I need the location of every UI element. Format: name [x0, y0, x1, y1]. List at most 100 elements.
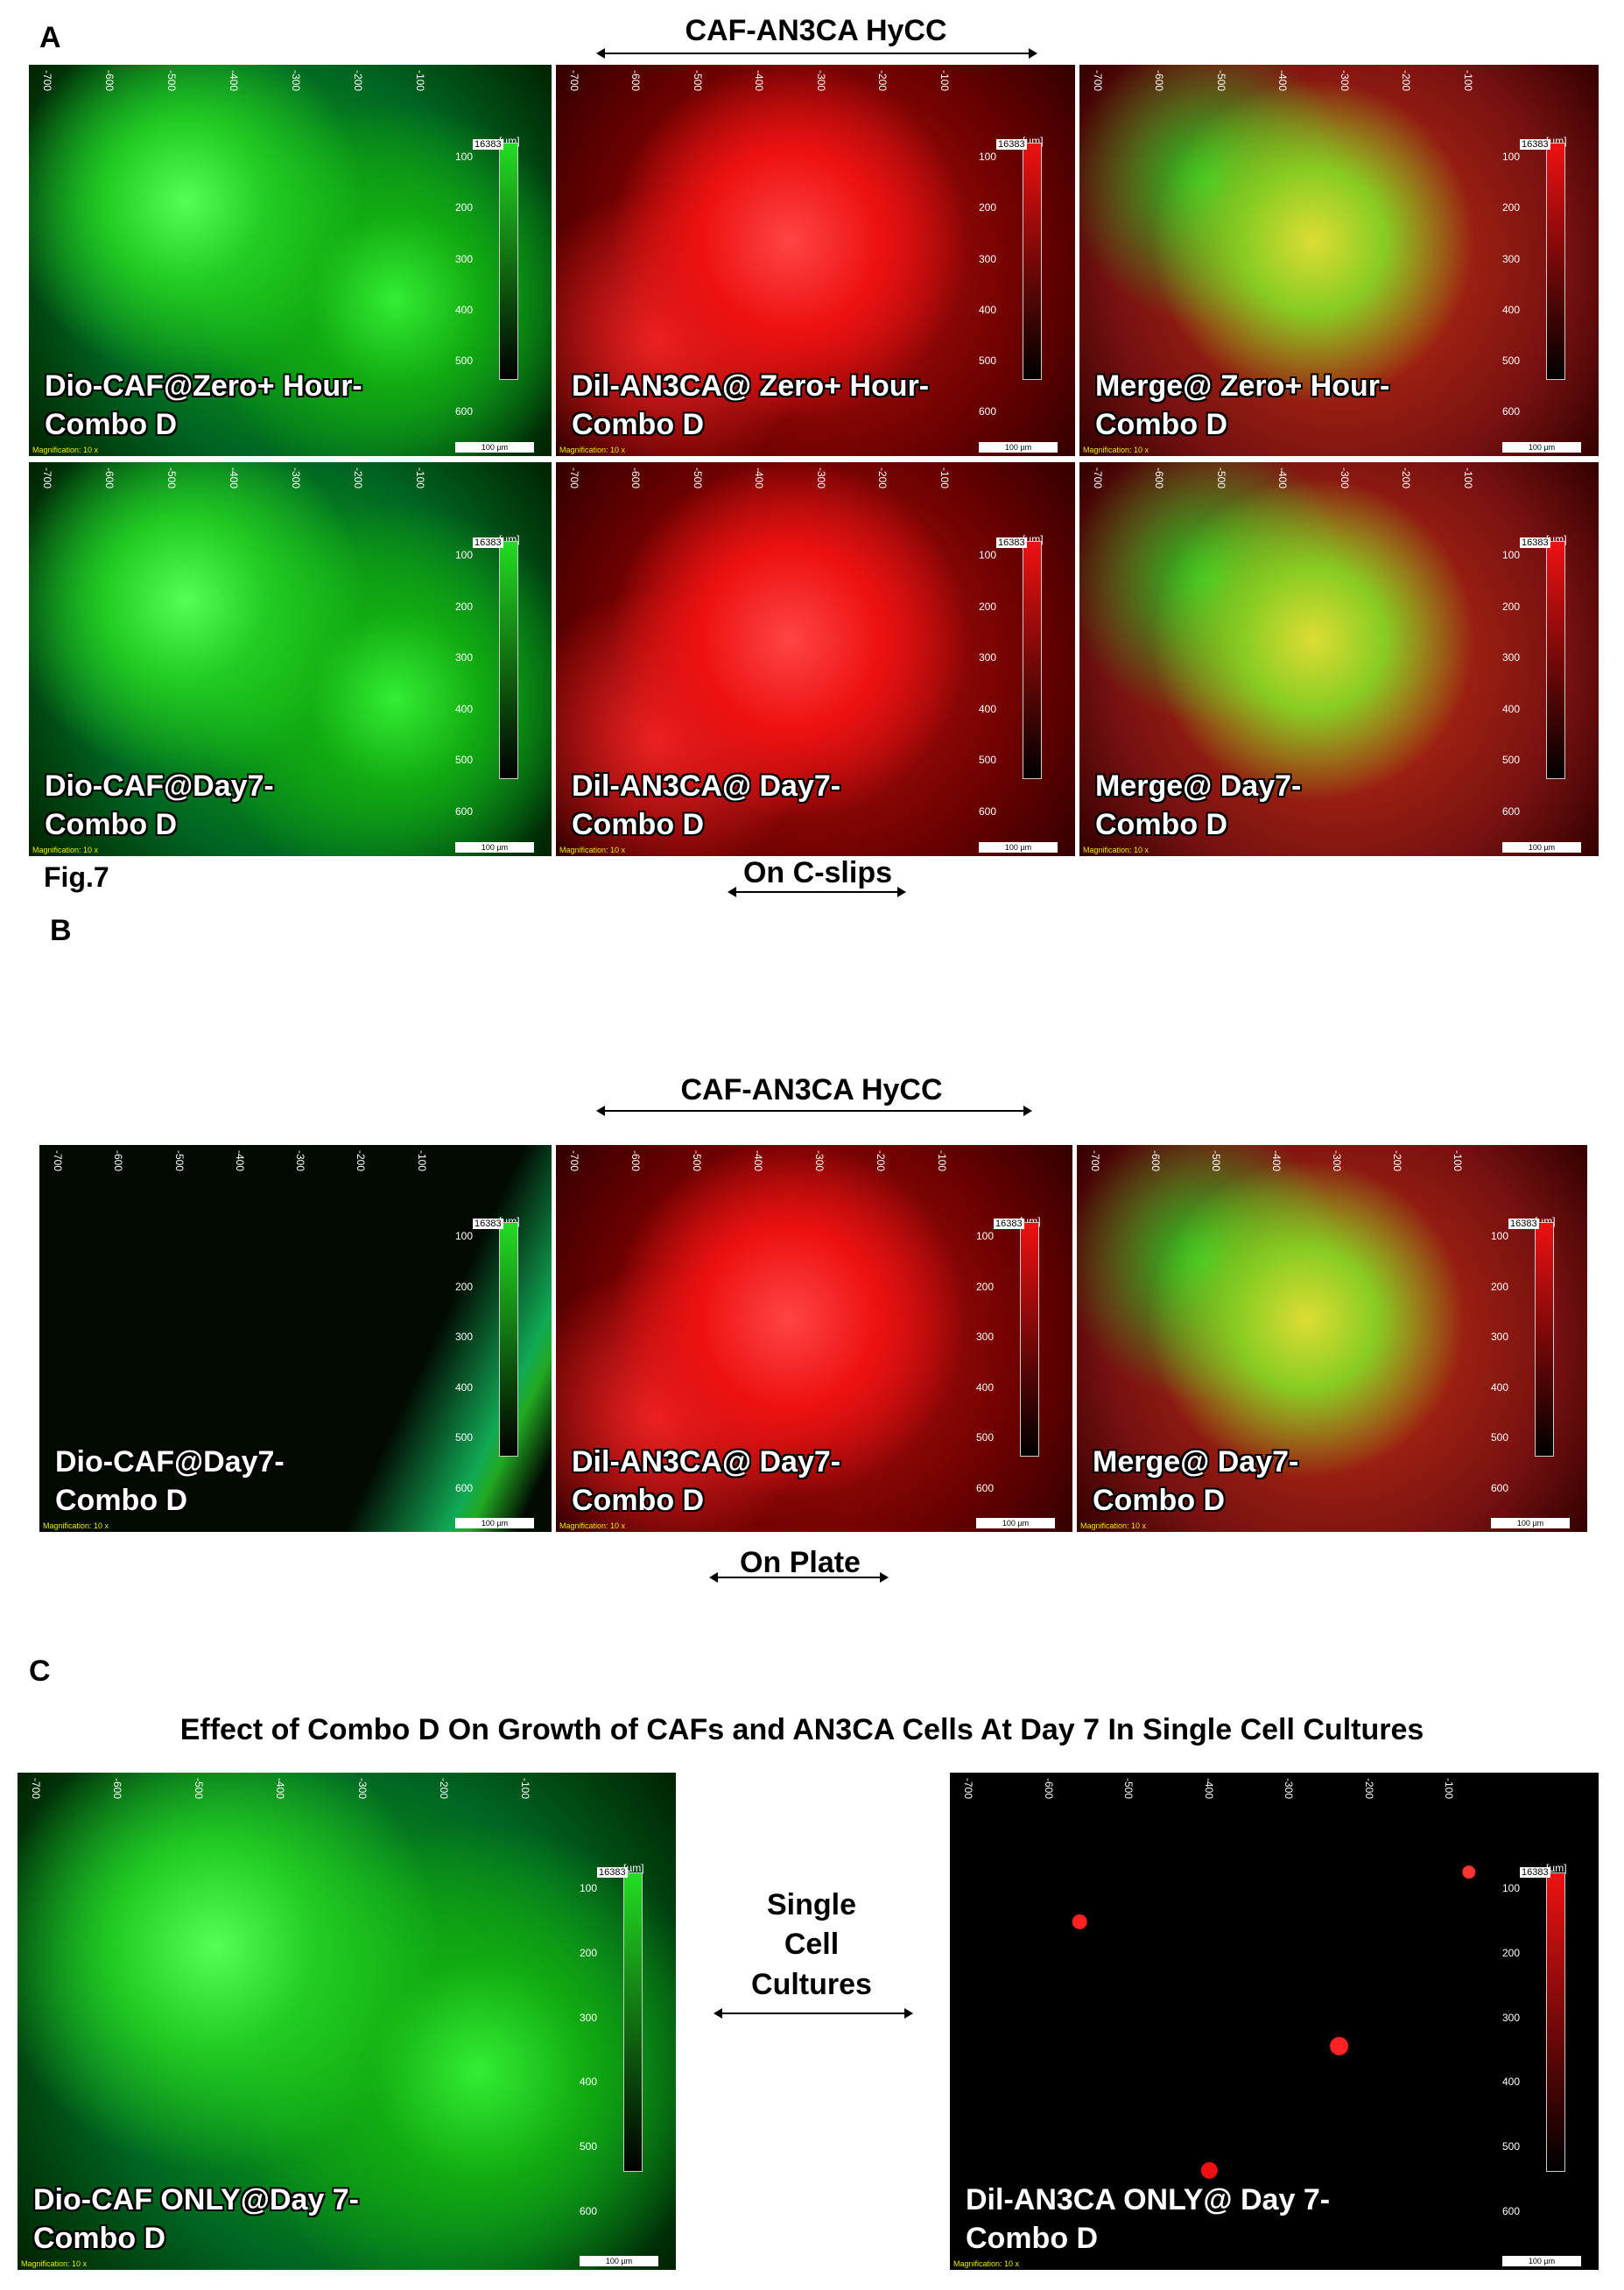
scale-label: -300	[814, 70, 827, 92]
color-bar	[1546, 541, 1565, 779]
label-line: Combo D	[1093, 1484, 1226, 1517]
scale-label: -500	[1210, 1150, 1222, 1172]
scale-label: 200	[455, 201, 474, 214]
scale-label: -300	[294, 1150, 307, 1172]
panel-title: Effect of Combo D On Growth of CAFs and …	[179, 1713, 1424, 1746]
scale-label: 500	[1502, 754, 1521, 766]
color-bar	[499, 541, 518, 779]
scale-label: 400	[455, 303, 474, 316]
unit-label: [µm]	[623, 1862, 644, 1875]
scale-label: 600	[1502, 804, 1521, 818]
scale-label: -600	[1153, 467, 1166, 489]
scale-label: 300	[580, 2011, 598, 2024]
arrow	[709, 1572, 889, 1583]
scale-label: 200	[1502, 600, 1521, 613]
color-bar	[499, 1222, 518, 1457]
scale-label: 200	[979, 201, 997, 214]
scale-label: -200	[876, 467, 889, 489]
scale-bar: 100 µm	[580, 2256, 658, 2266]
label-line: Merge@ Day7-	[1093, 1445, 1299, 1479]
scale-label: 200	[1502, 1946, 1521, 1959]
arrow	[596, 1106, 1032, 1116]
scale-label: 600	[1491, 1481, 1509, 1494]
scale-label: 600	[455, 804, 474, 818]
label-line: Merge@ Day7-	[1095, 769, 1302, 803]
scale-label: -600	[111, 1778, 124, 1800]
scale-label: -300	[1338, 467, 1351, 489]
arrow	[596, 48, 1037, 59]
scale-label: -500	[193, 1778, 206, 1800]
color-bar-max: 16383	[597, 1866, 628, 1878]
scale-label: -100	[414, 70, 426, 92]
scale-label: 400	[1491, 1380, 1509, 1394]
scale-label: -200	[355, 1150, 368, 1172]
scale-bar: 100 µm	[455, 442, 534, 453]
scale-label: -100	[938, 467, 951, 489]
color-bar	[1023, 143, 1042, 380]
scale-label: 100	[976, 1230, 995, 1243]
scale-bar: 100 µm	[979, 442, 1058, 453]
image-label: Dil-AN3CA@ Zero+ Hour- Combo D	[572, 367, 929, 444]
scale-label: 600	[580, 2205, 598, 2218]
scale-label: -200	[1362, 1778, 1375, 1800]
scale-label: -700	[1092, 70, 1104, 92]
scale-label: -600	[1153, 70, 1166, 92]
scale-label: -500	[172, 1150, 186, 1172]
scale-label: -600	[629, 1150, 642, 1172]
scale-label: 400	[455, 1380, 474, 1394]
scale-label: 600	[455, 1481, 474, 1494]
micrograph: -700 -600 -500 -400 -300 -200 -100 100 200 300 400…	[950, 1773, 1599, 2270]
scale-label: 100	[1491, 1230, 1509, 1243]
scale-label: -500	[691, 70, 704, 92]
scale-label: 400	[979, 702, 997, 715]
scale-label: -600	[103, 70, 116, 92]
label-line: Combo D	[1095, 808, 1228, 841]
scale-label: -100	[414, 467, 426, 489]
scale-label: -200	[352, 467, 364, 489]
color-bar-max: 16383	[994, 1218, 1024, 1229]
micrograph: -700 -600 -500 -400 -300 -200 -100 100 200 300 400…	[1079, 65, 1599, 456]
scale-label: -100	[1452, 1150, 1464, 1172]
scale-bar: 100 µm	[455, 842, 534, 853]
scale-label: -200	[1400, 467, 1413, 489]
scale-label: -100	[1461, 70, 1474, 92]
panel-letter: A	[39, 21, 61, 54]
scale-label: -100	[936, 1150, 948, 1172]
label-line: Combo D	[55, 1484, 188, 1517]
scale-label: -400	[1276, 70, 1290, 92]
label-line: Combo D	[966, 2222, 1099, 2255]
scale-label: 200	[976, 1280, 995, 1293]
scale-label: -200	[876, 70, 889, 92]
magnification: Magnification: 10 x	[21, 2259, 88, 2268]
micrograph: -700 -600 -500 -400 -300 -200 -100 100 200 300 400…	[1079, 462, 1599, 856]
label-line: Combo D	[572, 808, 705, 841]
scale-label: 200	[979, 600, 997, 613]
scale-label: -700	[41, 467, 53, 489]
scale-label: 200	[455, 600, 474, 613]
image-label: Merge@ Zero+ Hour- Combo D	[1095, 367, 1389, 444]
label-line: Combo D	[572, 408, 705, 441]
color-bar-max: 16383	[996, 537, 1027, 548]
scale-label: 500	[455, 754, 474, 766]
middle-label: Single	[766, 1888, 857, 1921]
scale-label: -500	[1214, 467, 1227, 489]
scale-label: -200	[1400, 70, 1413, 92]
scale-bar: 100 µm	[976, 1518, 1055, 1528]
scale-bar: 100 µm	[1502, 842, 1581, 853]
scale-bar: 100 µm	[1491, 1518, 1570, 1528]
scale-label: 400	[1502, 2076, 1521, 2089]
scale-label: -300	[290, 70, 302, 92]
image-label: Dio-CAF@Zero+ Hour- Combo D	[45, 367, 362, 444]
scale-label: -600	[629, 70, 643, 92]
label-line: Combo D	[45, 808, 178, 841]
magnification: Magnification: 10 x	[32, 446, 99, 454]
scale-label: -500	[1214, 70, 1227, 92]
color-bar-max: 16383	[473, 537, 503, 548]
scale-label: 300	[979, 252, 997, 265]
scale-label: -300	[290, 467, 302, 489]
scale-label: -300	[814, 467, 827, 489]
scale-label: -300	[1283, 1778, 1296, 1800]
scale-label: -400	[753, 467, 766, 489]
scale-label: 500	[979, 754, 997, 766]
label-line: Combo D	[1095, 408, 1228, 441]
